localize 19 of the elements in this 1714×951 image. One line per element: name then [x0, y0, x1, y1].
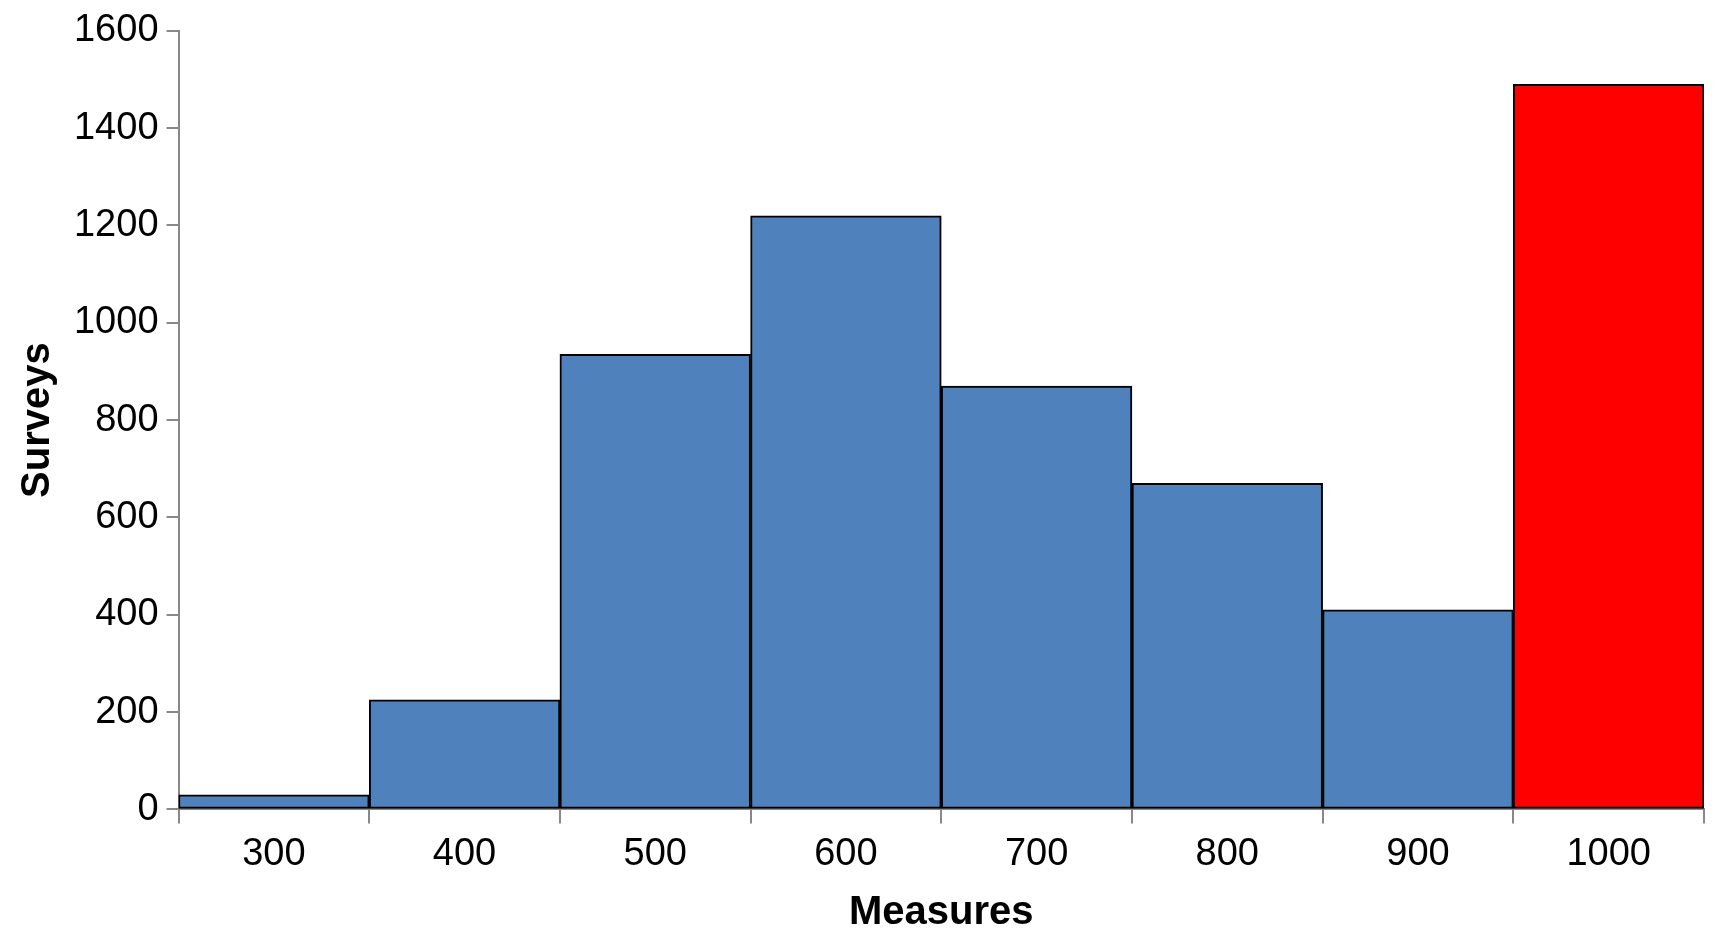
y-tick-label: 1400 — [73, 104, 159, 147]
y-tick-label: 0 — [137, 785, 159, 828]
y-tick-label: 600 — [95, 493, 159, 536]
y-tick-label: 1000 — [73, 299, 159, 342]
x-tick-label: 1000 — [1566, 830, 1651, 873]
x-tick-label: 600 — [814, 830, 878, 873]
y-tick-label: 1200 — [73, 201, 159, 244]
x-tick-label: 700 — [1004, 830, 1069, 873]
x-tick-label: 900 — [1386, 830, 1450, 873]
y-axis-title: Surveys — [13, 342, 58, 498]
x-tick-label: 500 — [623, 830, 687, 873]
y-tick-label: 1600 — [73, 7, 159, 50]
x-tick-label: 400 — [432, 830, 497, 873]
x-tick-label: 800 — [1195, 830, 1259, 873]
y-tick-label: 800 — [95, 396, 159, 439]
y-tick-label: 400 — [95, 591, 159, 634]
x-axis-title: Measures — [848, 888, 1034, 933]
x-tick-label: 300 — [242, 830, 306, 873]
y-tick-label: 200 — [95, 688, 159, 731]
